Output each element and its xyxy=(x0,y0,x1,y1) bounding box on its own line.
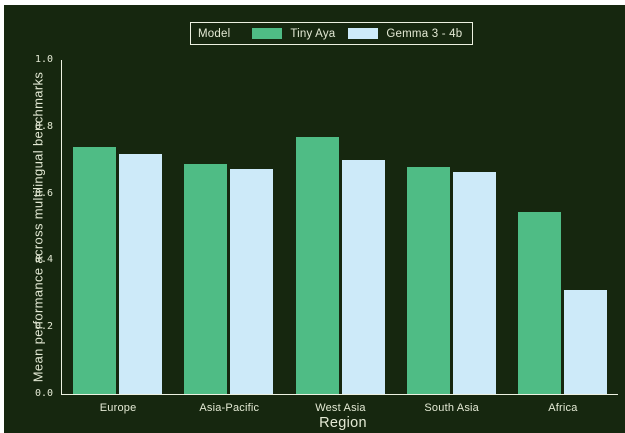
y-tick-label-0-4: 0.4 xyxy=(34,254,53,266)
bar-tiny-aya-asia-pacific xyxy=(184,163,228,394)
y-tick-label-0-6: 0.6 xyxy=(34,187,53,199)
legend-label-gemma-3-4b: Gemma 3 - 4b xyxy=(386,27,463,40)
bar-gemma-3-4b-west-asia xyxy=(341,160,385,394)
x-tick-label-europe: Europe xyxy=(99,402,137,414)
legend-swatch-tiny-aya xyxy=(252,28,283,39)
legend: Model Tiny Aya Gemma 3 - 4b xyxy=(190,22,474,45)
legend-swatch-gemma-3-4b xyxy=(348,28,379,39)
x-tick-label-west-asia: West Asia xyxy=(315,402,366,414)
y-tick-label-0-8: 0.8 xyxy=(34,120,53,132)
y-tick-label-0: 0.0 xyxy=(34,388,53,399)
x-axis-label: Region xyxy=(319,415,367,431)
y-axis-label: Mean performance across multilingual ben… xyxy=(30,71,46,383)
bar-tiny-aya-europe xyxy=(73,146,117,394)
bar-gemma-3-4b-asia-pacific xyxy=(230,168,274,394)
bar-gemma-3-4b-south-asia xyxy=(452,171,496,394)
bar-tiny-aya-africa xyxy=(517,211,561,394)
bar-tiny-aya-south-asia xyxy=(406,166,450,394)
chart-panel: Model Tiny Aya Gemma 3 - 4b Mean perform… xyxy=(4,5,625,433)
x-tick-label-africa: Africa xyxy=(548,402,578,414)
bar-gemma-3-4b-europe xyxy=(119,153,163,394)
legend-title: Model xyxy=(198,27,231,40)
y-tick-label-0-2: 0.2 xyxy=(34,321,53,333)
bar-tiny-aya-west-asia xyxy=(295,136,339,394)
y-tick-label-1: 1.0 xyxy=(34,54,53,65)
bar-gemma-3-4b-africa xyxy=(563,290,607,394)
x-tick-label-asia-pacific: Asia-Pacific xyxy=(199,402,260,414)
plot-area xyxy=(61,60,618,395)
legend-label-tiny-aya: Tiny Aya xyxy=(290,27,336,40)
x-tick-label-south-asia: South Asia xyxy=(424,402,479,414)
